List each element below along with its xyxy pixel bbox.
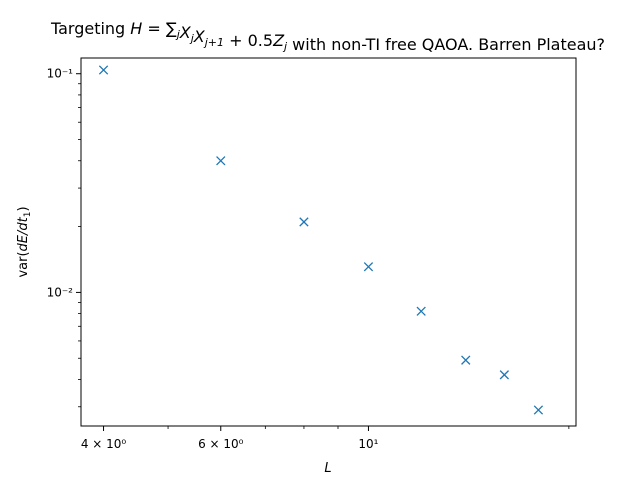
plot-area: [80, 57, 577, 427]
data-point: [533, 405, 544, 415]
data-point: [98, 65, 109, 75]
data-point: [216, 156, 226, 166]
x-tick-label: 10¹: [358, 437, 378, 451]
data-point: [299, 217, 309, 227]
data-point: [499, 370, 510, 380]
x-tick-label: 6 × 10⁰: [198, 437, 244, 451]
x-axis-label: L: [324, 461, 331, 476]
y-tick-label: 10⁻¹: [47, 67, 74, 81]
data-point: [416, 306, 426, 316]
data-point: [461, 355, 471, 365]
data-point: [363, 262, 374, 272]
y-tick-label: 10⁻²: [47, 285, 74, 299]
chart-title: Targeting H = ∑jXjXj+1 + 0.5Zj with non-…: [50, 19, 605, 54]
x-tick-label: 4 × 10⁰: [81, 437, 127, 451]
y-axis-label: var(dE/dt1): [16, 206, 33, 277]
